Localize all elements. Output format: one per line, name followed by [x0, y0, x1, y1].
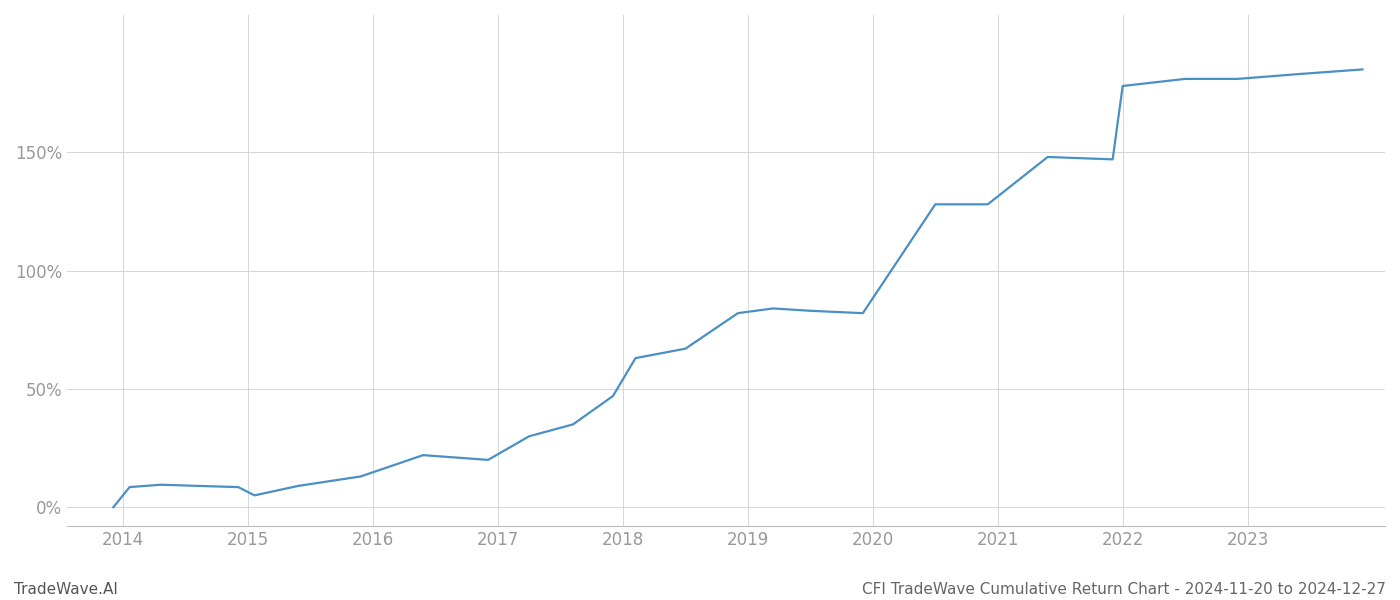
- Text: CFI TradeWave Cumulative Return Chart - 2024-11-20 to 2024-12-27: CFI TradeWave Cumulative Return Chart - …: [862, 582, 1386, 597]
- Text: TradeWave.AI: TradeWave.AI: [14, 582, 118, 597]
